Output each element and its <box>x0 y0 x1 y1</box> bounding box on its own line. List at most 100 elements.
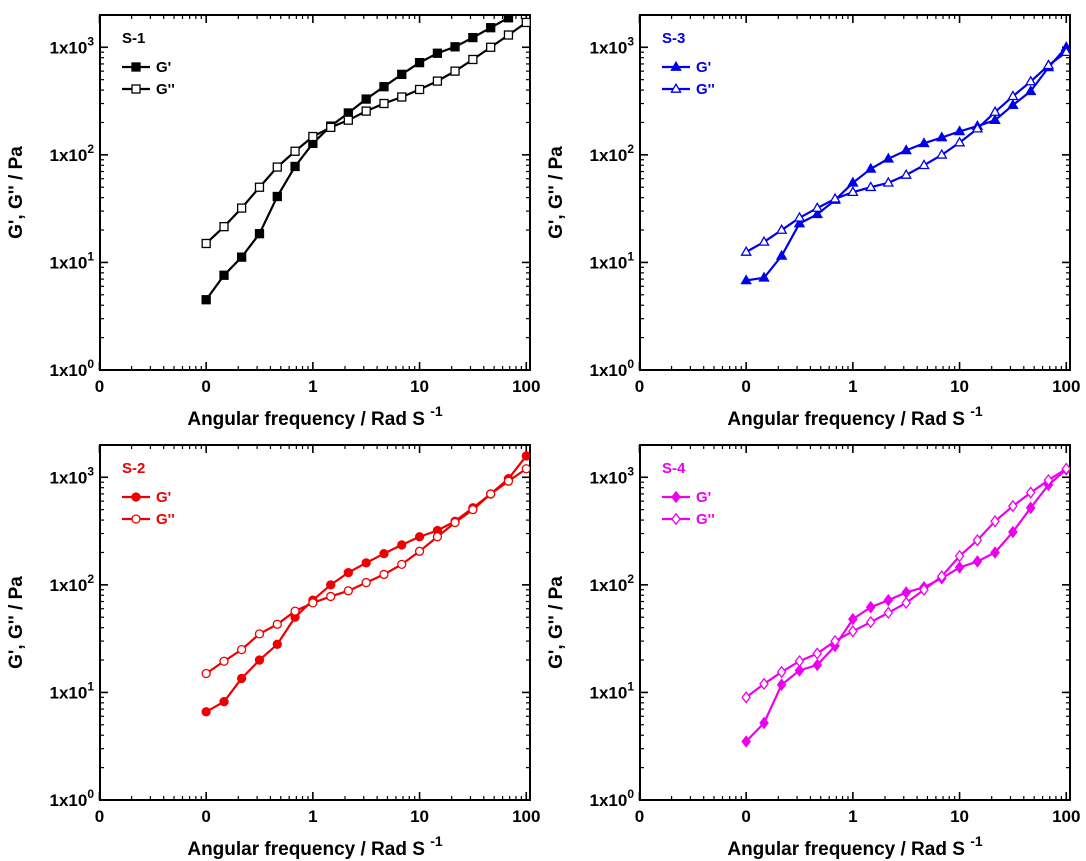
data-point <box>290 606 300 616</box>
data-point <box>741 735 751 748</box>
legend-marker <box>131 62 141 72</box>
y-tick-label: 1x102 <box>589 572 634 595</box>
y-tick-exponent: 0 <box>87 357 94 371</box>
data-point <box>882 176 895 187</box>
data-point <box>1043 473 1054 487</box>
data-point <box>432 76 443 86</box>
data-point <box>972 555 983 568</box>
legend-label: G'' <box>156 81 175 98</box>
y-tick-label: 1x101 <box>49 249 94 272</box>
y-tick-exponent: 1 <box>627 679 634 693</box>
data-point <box>883 593 894 607</box>
x-tick-label: 0 <box>95 377 104 396</box>
series-g-double-prime <box>201 17 530 249</box>
data-point <box>847 186 859 197</box>
data-point <box>236 644 247 655</box>
data-point <box>1025 486 1036 499</box>
data-point <box>219 222 229 232</box>
data-point <box>1008 499 1018 513</box>
series-line <box>205 467 527 675</box>
data-point <box>794 654 805 668</box>
data-point <box>758 271 770 282</box>
data-point <box>936 570 947 583</box>
data-point <box>414 84 425 95</box>
data-point <box>219 270 229 280</box>
legend-marker <box>671 512 681 526</box>
data-point <box>450 517 460 528</box>
data-point <box>201 295 211 305</box>
data-point <box>900 168 912 179</box>
y-tick-label: 1x103 <box>49 464 94 487</box>
data-point <box>918 159 930 170</box>
plot-frame <box>639 444 1071 801</box>
x-tick-label: 100 <box>1052 377 1080 396</box>
legend-label: G'' <box>696 81 715 98</box>
data-point <box>468 505 478 515</box>
data-point <box>901 586 912 599</box>
data-point <box>432 48 443 58</box>
data-point <box>272 191 282 202</box>
data-point <box>812 658 823 672</box>
data-point <box>503 15 514 23</box>
data-point <box>775 249 788 260</box>
y-tick-label: 1x103 <box>589 464 634 487</box>
legend-label: G' <box>156 59 171 76</box>
y-tick-exponent: 3 <box>627 464 634 478</box>
x-axis-ticks: 0 0 1 10 100 <box>95 15 540 396</box>
series-g-prime <box>740 41 1070 285</box>
data-point <box>326 591 336 602</box>
data-point <box>379 569 389 580</box>
y-tick-exponent: 1 <box>87 249 94 263</box>
x-axis-title-superscript: -1 <box>430 833 443 849</box>
data-point <box>936 131 948 142</box>
y-axis-title: G', G'' / Pa <box>6 146 27 239</box>
data-point <box>830 634 840 648</box>
series-g-double-prime <box>201 464 530 679</box>
data-point <box>990 514 1000 528</box>
series-line <box>205 16 509 301</box>
data-point <box>521 464 530 474</box>
y-tick-exponent: 1 <box>87 679 94 693</box>
data-point <box>361 577 371 588</box>
data-point <box>308 131 318 142</box>
data-point <box>848 625 858 638</box>
y-axis-ticks: 1x100 1x101 1x102 1x103 <box>589 34 1070 380</box>
data-point <box>236 203 247 213</box>
data-point <box>343 567 353 578</box>
x-axis-title-superscript: -1 <box>970 403 983 419</box>
y-tick-label: 1x103 <box>589 34 634 57</box>
series-g-double-prime <box>741 462 1070 704</box>
data-point <box>254 655 265 665</box>
data-point <box>900 144 912 155</box>
data-point <box>361 558 371 568</box>
data-point <box>272 619 282 629</box>
data-point <box>343 586 353 596</box>
x-tick-label: 1 <box>848 807 857 826</box>
data-point <box>521 17 530 28</box>
panel-label: S-3 <box>662 30 685 47</box>
legend-marker <box>131 492 141 502</box>
y-axis-ticks: 1x100 1x101 1x102 1x103 <box>49 34 530 380</box>
y-tick-exponent: 2 <box>627 572 634 586</box>
legend-label: G' <box>696 489 711 506</box>
data-point <box>486 23 496 33</box>
y-tick-label: 1x103 <box>49 34 94 57</box>
x-axis-ticks: 0 0 1 10 100 <box>635 445 1080 826</box>
y-tick-label: 1x101 <box>49 679 94 702</box>
y-tick-label: 1x101 <box>589 249 634 272</box>
data-point <box>901 596 912 610</box>
x-axis-title-superscript: -1 <box>430 403 443 419</box>
x-tick-label: 0 <box>741 377 750 396</box>
data-point <box>468 32 478 43</box>
y-tick-exponent: 0 <box>627 787 634 801</box>
data-point <box>468 54 478 65</box>
legend-marker <box>671 490 681 504</box>
legend-marker <box>131 514 141 524</box>
plot-frame <box>639 14 1071 371</box>
data-point <box>397 540 407 550</box>
data-point <box>201 238 211 249</box>
data-point <box>521 451 530 461</box>
data-point <box>989 114 1001 125</box>
data-point <box>990 546 1000 559</box>
